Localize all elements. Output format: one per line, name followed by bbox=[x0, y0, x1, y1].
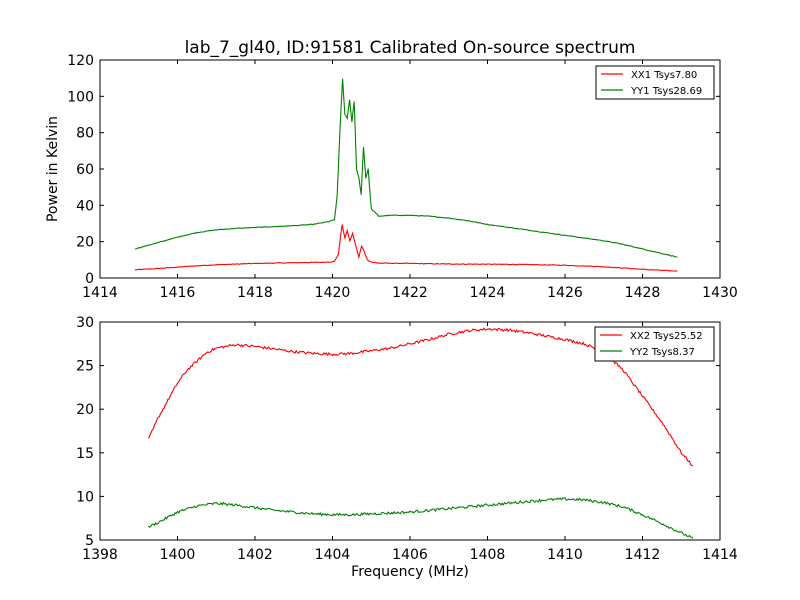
top-x-tick-label: 1424 bbox=[470, 285, 506, 301]
bottom-x-tick-label: 1406 bbox=[392, 547, 428, 563]
top-y-tick-label: 20 bbox=[76, 235, 94, 251]
top-y-tick-label: 80 bbox=[76, 126, 94, 142]
bottom-axes: 1398 1400 1402 1404 1406 1408 1410 1412 1414 5 10… bbox=[76, 315, 738, 580]
top-y-tick-label: 0 bbox=[85, 271, 94, 287]
top-x-tick-label: 1426 bbox=[547, 285, 583, 301]
top-x-tick-label: 1416 bbox=[160, 285, 196, 301]
top-x-tick-label: 1422 bbox=[392, 285, 428, 301]
bottom-y-tick-label: 15 bbox=[76, 446, 94, 462]
figure-title: lab_7_gl40, ID:91581 Calibrated On-sourc… bbox=[185, 38, 636, 58]
bottom-x-tick-label: 1408 bbox=[470, 547, 506, 563]
top-y-axis-title: Power in Kelvin bbox=[45, 116, 61, 222]
bottom-y-tick-label: 25 bbox=[76, 359, 94, 375]
bottom-x-ticks: 1398 1400 1402 1404 1406 1408 1410 1412 1414 bbox=[82, 322, 738, 563]
top-x-tick-label: 1418 bbox=[237, 285, 273, 301]
legend-label-xx2: XX2 Tsys25.52 bbox=[630, 331, 703, 342]
top-axes: 1414 1416 1418 1420 1422 1424 1426 1428 1430 0 20… bbox=[45, 53, 738, 301]
bottom-series-line-2 bbox=[147, 497, 694, 539]
top-y-ticks: 0 20 40 60 80 100 120 bbox=[67, 53, 720, 287]
legend-label-yy2: YY2 Tsys8.37 bbox=[629, 347, 695, 358]
bottom-y-tick-label: 10 bbox=[76, 489, 94, 505]
bottom-x-tick-label: 1414 bbox=[702, 547, 738, 563]
top-legend-box bbox=[595, 65, 715, 100]
bottom-y-tick-label: 5 bbox=[85, 533, 94, 549]
bottom-y-ticks: 5 10 15 20 25 30 bbox=[76, 315, 720, 549]
top-series-line-1 bbox=[134, 224, 678, 272]
bottom-x-tick-label: 1404 bbox=[315, 547, 351, 563]
top-x-ticks: 1414 1416 1418 1420 1422 1424 1426 1428 1430 bbox=[82, 60, 738, 301]
top-y-tick-label: 40 bbox=[76, 198, 94, 214]
top-x-tick-label: 1428 bbox=[625, 285, 661, 301]
top-series-line-2 bbox=[134, 78, 678, 258]
bottom-legend-box bbox=[594, 326, 715, 362]
top-x-tick-label: 1430 bbox=[702, 285, 738, 301]
legend-label-yy1: YY1 Tsys28.69 bbox=[630, 86, 702, 97]
top-legend: XX1 Tsys7.80 YY1 Tsys28.69 bbox=[595, 65, 715, 100]
bottom-x-tick-label: 1412 bbox=[625, 547, 661, 563]
top-x-tick-label: 1420 bbox=[315, 285, 351, 301]
top-y-tick-label: 120 bbox=[67, 53, 94, 69]
top-y-tick-label: 60 bbox=[76, 162, 94, 178]
bottom-x-tick-label: 1400 bbox=[160, 547, 196, 563]
top-plot-lines bbox=[134, 78, 678, 272]
legend-label-xx1: XX1 Tsys7.80 bbox=[631, 70, 697, 81]
bottom-x-tick-label: 1410 bbox=[547, 547, 583, 563]
bottom-x-tick-label: 1398 bbox=[82, 547, 118, 563]
bottom-legend: XX2 Tsys25.52 YY2 Tsys8.37 bbox=[594, 326, 715, 362]
top-x-tick-label: 1414 bbox=[82, 285, 118, 301]
bottom-x-axis-title: Frequency (MHz) bbox=[351, 564, 469, 580]
bottom-y-tick-label: 30 bbox=[76, 315, 94, 331]
bottom-y-tick-label: 20 bbox=[76, 402, 94, 418]
bottom-x-tick-label: 1402 bbox=[237, 547, 273, 563]
top-y-tick-label: 100 bbox=[67, 89, 94, 105]
